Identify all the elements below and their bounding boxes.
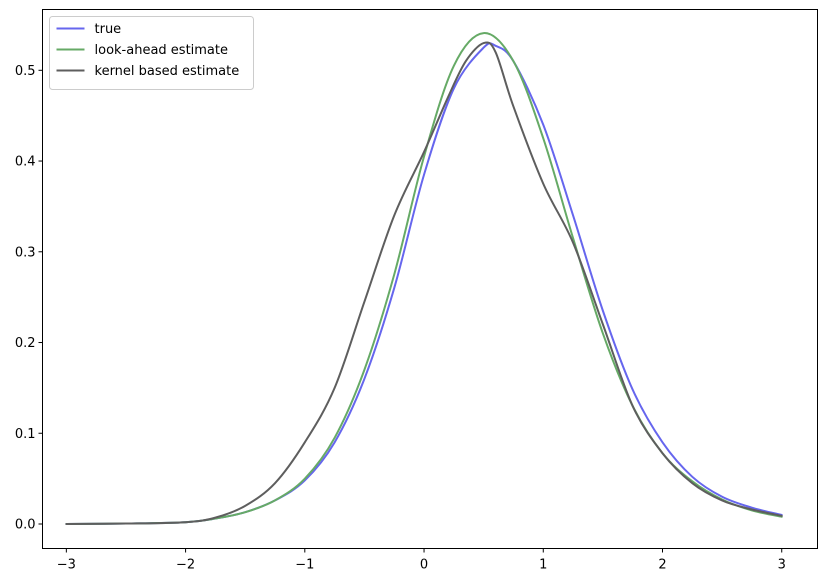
x-tick-label: −1 — [295, 558, 314, 573]
y-axis: 0.0 0.1 0.2 0.3 0.4 0.5 — [15, 64, 43, 533]
y-tick-label: 0.1 — [15, 427, 36, 442]
y-tick-label: 0.5 — [15, 64, 36, 79]
x-tick-label: −3 — [57, 558, 76, 573]
x-tick-label: 2 — [658, 558, 666, 573]
legend-label: true — [95, 22, 122, 37]
x-tick-label: 0 — [420, 558, 428, 573]
x-tick-label: 1 — [539, 558, 547, 573]
plot-frame — [42, 9, 818, 549]
plot-lines — [65, 32, 783, 525]
y-tick-label: 0.2 — [15, 336, 36, 351]
x-axis: −3 −2 −1 0 1 2 3 — [57, 548, 786, 573]
y-tick-label: 0.4 — [15, 155, 36, 170]
series-line-kernel-based-estimate — [65, 41, 783, 525]
legend-box — [49, 16, 254, 90]
legend-label: look-ahead estimate — [95, 43, 229, 58]
x-tick-label: −2 — [176, 558, 195, 573]
x-tick-label: 3 — [778, 558, 786, 573]
legend: true look-ahead estimate kernel based esti… — [49, 16, 254, 90]
legend-label: kernel based estimate — [95, 64, 240, 79]
y-tick-label: 0.3 — [15, 245, 36, 260]
y-tick-label: 0.0 — [15, 518, 36, 533]
